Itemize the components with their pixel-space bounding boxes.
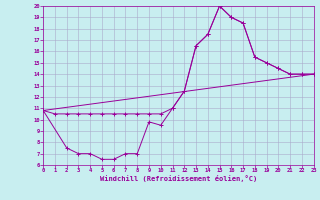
X-axis label: Windchill (Refroidissement éolien,°C): Windchill (Refroidissement éolien,°C) (100, 175, 257, 182)
